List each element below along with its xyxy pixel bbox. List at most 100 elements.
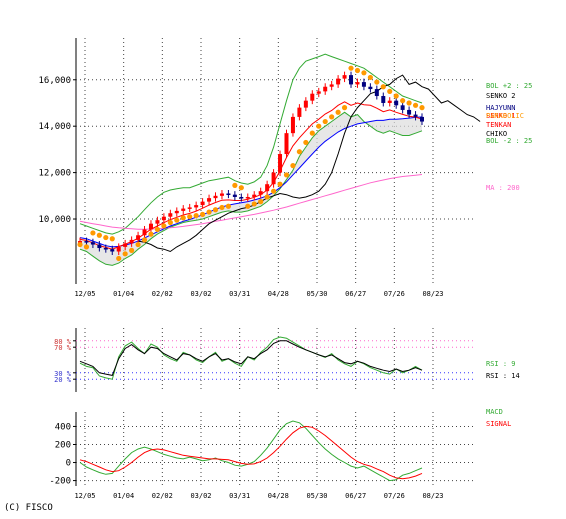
legend-label: MA : 200 bbox=[486, 184, 520, 192]
candle-body bbox=[413, 114, 418, 117]
parabolic-dot bbox=[109, 236, 115, 242]
parabolic-dot bbox=[329, 114, 335, 120]
parabolic-dot bbox=[412, 102, 419, 108]
parabolic-dot bbox=[264, 194, 270, 200]
parabolic-dot bbox=[232, 182, 238, 188]
copyright: (C) FISCO bbox=[4, 503, 53, 513]
candle-body bbox=[265, 184, 270, 192]
candle-body bbox=[374, 89, 379, 97]
parabolic-dot bbox=[361, 70, 367, 76]
bollinger-upper-line bbox=[79, 53, 423, 235]
candle-body bbox=[400, 105, 405, 110]
parabolic-dot bbox=[270, 188, 277, 194]
parabolic-dot bbox=[96, 232, 102, 238]
parabolic-dot bbox=[251, 201, 257, 207]
series-line bbox=[79, 425, 423, 480]
parabolic-dot bbox=[303, 139, 309, 146]
parabolic-dot bbox=[380, 84, 386, 90]
x-tick-label-bottom: 07/26 bbox=[384, 492, 405, 500]
parabolic-dot bbox=[387, 88, 393, 94]
candle-body bbox=[226, 193, 231, 195]
x-tick-label-top: 07/26 bbox=[384, 290, 405, 298]
candle-body bbox=[155, 220, 160, 224]
candle-body bbox=[123, 243, 128, 247]
x-tick-label-top: 03/02 bbox=[190, 290, 211, 298]
parabolic-dot bbox=[219, 204, 225, 211]
ma-mid-line bbox=[79, 116, 423, 248]
parabolic-dot bbox=[90, 230, 96, 236]
axis-labels: 12/05 12/05 01/04 01/04 02/02 02/02 03/02 03/02… bbox=[38, 76, 443, 500]
x-tick-label-bottom: 12/05 bbox=[74, 492, 95, 500]
candle-body bbox=[303, 100, 308, 108]
series-line bbox=[79, 336, 423, 380]
candle-body bbox=[290, 116, 295, 134]
y-tick-label: 20 % bbox=[54, 376, 72, 384]
x-tick-label-bottom: 01/04 bbox=[113, 492, 134, 500]
candle-body bbox=[387, 100, 392, 103]
parabolic-dot bbox=[103, 234, 109, 241]
y-tick-label: 80 % bbox=[54, 338, 72, 346]
rsi-panel bbox=[79, 336, 423, 380]
parabolic-dot bbox=[129, 247, 135, 253]
legend-label: RSI : 14 bbox=[486, 372, 520, 380]
parabolic-dot bbox=[200, 211, 206, 217]
y-tick-label: 400 bbox=[55, 422, 71, 432]
candle-body bbox=[213, 195, 218, 199]
legend-label: MACD bbox=[486, 408, 503, 416]
candle-body bbox=[329, 84, 334, 87]
parabolic-dot bbox=[193, 212, 199, 219]
parabolic-dot bbox=[290, 163, 296, 169]
candle-body bbox=[181, 208, 186, 211]
parabolic-dot bbox=[167, 219, 173, 226]
x-tick-label-top: 02/02 bbox=[152, 290, 173, 298]
parabolic-dot bbox=[225, 203, 232, 209]
candle-body bbox=[342, 75, 347, 79]
ma200-line bbox=[79, 174, 423, 230]
candle-body bbox=[368, 86, 373, 90]
candle-body bbox=[271, 172, 276, 185]
candle-body bbox=[297, 107, 302, 117]
candle-body bbox=[110, 249, 115, 252]
parabolic-dot bbox=[400, 98, 406, 104]
candle-body bbox=[252, 194, 257, 197]
chiko-line bbox=[138, 74, 481, 253]
x-tick-label-top: 12/05 bbox=[74, 290, 95, 298]
parabolic-dot bbox=[212, 207, 219, 213]
parabolic-dot bbox=[116, 255, 122, 262]
x-tick-label-top: 08/23 bbox=[422, 290, 443, 298]
parabolic-dot bbox=[348, 65, 354, 71]
parabolic-dot bbox=[367, 74, 373, 81]
parabolic-dot bbox=[277, 181, 283, 187]
candle-body bbox=[361, 82, 366, 87]
parabolic-dot bbox=[335, 109, 341, 115]
x-tick-label-top: 06/27 bbox=[345, 290, 366, 298]
candle-body bbox=[78, 241, 82, 243]
y-tick-label: 10,000 bbox=[38, 215, 71, 225]
parabolic-dot bbox=[316, 123, 322, 129]
parabolic-dot bbox=[180, 215, 186, 221]
x-tick-label-bottom: 04/28 bbox=[268, 492, 289, 500]
candle-body bbox=[148, 223, 153, 230]
candle-body bbox=[355, 82, 360, 85]
candle-body bbox=[278, 154, 283, 173]
parabolic-dot bbox=[122, 251, 128, 257]
candle-body bbox=[232, 194, 237, 197]
y-tick-label: 12,000 bbox=[38, 169, 71, 179]
parabolic-dot bbox=[374, 79, 380, 85]
candle-body bbox=[116, 246, 121, 252]
legend-label: PARABOLIC bbox=[486, 112, 524, 120]
parabolic-dot bbox=[135, 241, 141, 248]
candle-body bbox=[97, 244, 102, 249]
candle-body bbox=[310, 93, 315, 101]
parabolic-dot bbox=[238, 185, 244, 191]
x-tick-label-bottom: 08/23 bbox=[422, 492, 443, 500]
legend-label: BOL -2 : 25 bbox=[486, 137, 532, 145]
parabolic-dot bbox=[141, 237, 148, 243]
legend-label: HAJYUNN bbox=[486, 104, 516, 112]
candle-body bbox=[336, 78, 341, 85]
candle-body bbox=[407, 109, 412, 115]
candle-body bbox=[239, 196, 244, 199]
candle-body bbox=[168, 213, 173, 217]
parabolic-dot bbox=[206, 209, 212, 215]
